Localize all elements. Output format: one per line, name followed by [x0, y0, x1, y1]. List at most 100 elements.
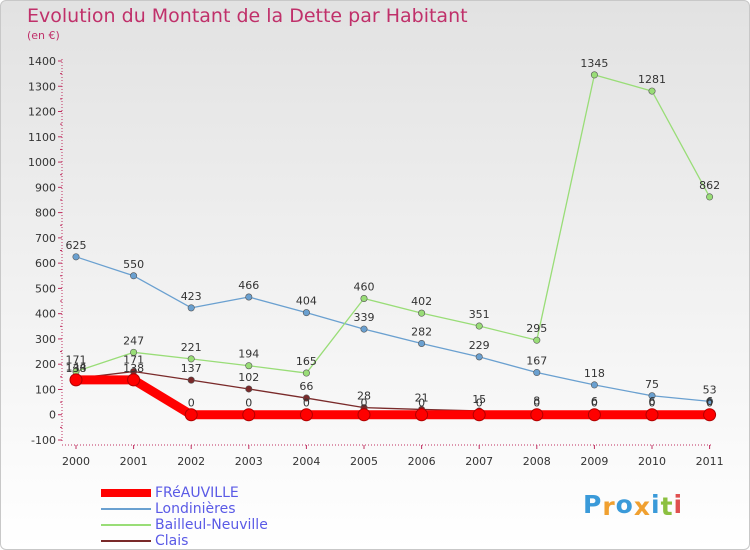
data-point — [530, 408, 544, 422]
data-point — [242, 408, 256, 422]
data-label: 171 — [123, 354, 144, 367]
data-label: 0 — [361, 397, 368, 410]
data-point — [648, 87, 656, 95]
logo-letter: t — [660, 492, 674, 521]
data-label: 0 — [591, 397, 598, 410]
x-tick-label: 2011 — [696, 455, 724, 468]
data-label: 1345 — [580, 57, 608, 70]
data-point — [706, 193, 714, 201]
data-label: 138 — [123, 362, 144, 375]
legend-label: Clais — [155, 533, 189, 549]
data-point — [590, 71, 598, 79]
legend-swatch — [101, 508, 151, 510]
y-tick-label: 700 — [35, 232, 56, 245]
proxiti-logo: Proxiti — [583, 490, 684, 521]
data-label: 282 — [411, 325, 432, 338]
data-point — [302, 394, 310, 402]
legend-label: Bailleul-Neuville — [155, 517, 268, 533]
y-tick-label: 500 — [35, 282, 56, 295]
data-label: 0 — [188, 397, 195, 410]
x-tick-label: 2004 — [292, 455, 320, 468]
data-label: 1281 — [638, 73, 666, 86]
data-label: 247 — [123, 334, 144, 347]
data-label: 295 — [526, 322, 547, 335]
data-label: 6 — [706, 395, 713, 408]
data-label: 21 — [415, 391, 429, 404]
y-tick-label: 200 — [35, 358, 56, 371]
x-tick-label: 2001 — [120, 455, 148, 468]
data-label: 0 — [649, 397, 656, 410]
x-tick-label: 2007 — [465, 455, 493, 468]
data-label: 221 — [181, 341, 202, 354]
data-label: 138 — [66, 362, 87, 375]
series-line-2 — [75, 74, 711, 374]
data-point — [360, 295, 368, 303]
x-tick-label: 2010 — [638, 455, 666, 468]
data-label: 351 — [469, 308, 490, 321]
logo-letter: P — [583, 490, 603, 519]
data-point — [184, 408, 198, 422]
data-label: 6 — [649, 395, 656, 408]
data-point — [418, 309, 426, 317]
legend-item: Bailleul-Neuville — [101, 517, 321, 533]
data-point — [472, 408, 486, 422]
logo-letter: o — [615, 490, 634, 519]
data-label: 339 — [354, 311, 375, 324]
y-tick-label: 600 — [35, 257, 56, 270]
legend: FRéAUVILLE Londinières Bailleul-Neuville Cl… — [101, 485, 321, 549]
data-point — [533, 369, 541, 377]
series-line-1 — [75, 256, 711, 402]
data-point — [187, 376, 195, 384]
data-point — [245, 293, 253, 301]
data-label: 194 — [238, 348, 259, 361]
data-point — [130, 272, 138, 280]
data-label: 0 — [303, 397, 310, 410]
data-label: 402 — [411, 295, 432, 308]
data-point — [475, 322, 483, 330]
y-tick-label: -100 — [31, 434, 56, 447]
data-point — [648, 392, 656, 400]
y-tick-label: 0 — [49, 409, 56, 422]
data-point — [533, 336, 541, 344]
data-label: 550 — [123, 258, 144, 271]
y-tick-label: 1000 — [28, 156, 56, 169]
data-label: 28 — [357, 390, 371, 403]
data-label: 0 — [476, 397, 483, 410]
legend-item: Londinières — [101, 501, 321, 517]
x-tick-label: 2000 — [62, 455, 90, 468]
y-tick-label: 1200 — [28, 106, 56, 119]
x-tick-label: 2008 — [523, 455, 551, 468]
data-point — [590, 381, 598, 389]
data-label: 171 — [66, 354, 87, 367]
data-label: 102 — [238, 371, 259, 384]
data-label: 625 — [66, 239, 87, 252]
y-tick-label: 100 — [35, 383, 56, 396]
chart-subtitle: (en €) — [27, 29, 60, 42]
data-label: 75 — [645, 378, 659, 391]
y-tick-label: 400 — [35, 308, 56, 321]
chart-title: Evolution du Montant de la Dette par Hab… — [27, 5, 468, 27]
x-tick-label: 2009 — [580, 455, 608, 468]
legend-item: FRéAUVILLE — [101, 485, 321, 501]
logo-letter: i — [651, 490, 661, 519]
data-point — [302, 309, 310, 317]
x-tick-label: 2005 — [350, 455, 378, 468]
logo-letter: x — [633, 492, 651, 521]
data-point — [357, 408, 371, 422]
data-point — [245, 385, 253, 393]
data-point — [187, 355, 195, 363]
data-label: 15 — [472, 393, 486, 406]
logo-letter: i — [673, 490, 684, 519]
data-label: 423 — [181, 290, 202, 303]
legend-label: FRéAUVILLE — [155, 485, 239, 501]
data-label: 144 — [66, 360, 87, 373]
data-label: 460 — [354, 281, 375, 294]
legend-swatch — [101, 540, 151, 542]
data-label: 404 — [296, 295, 317, 308]
data-point — [475, 353, 483, 361]
data-point — [418, 339, 426, 347]
y-tick-label: 1400 — [28, 55, 56, 68]
x-tick-label: 2002 — [177, 455, 205, 468]
data-label: 165 — [296, 355, 317, 368]
